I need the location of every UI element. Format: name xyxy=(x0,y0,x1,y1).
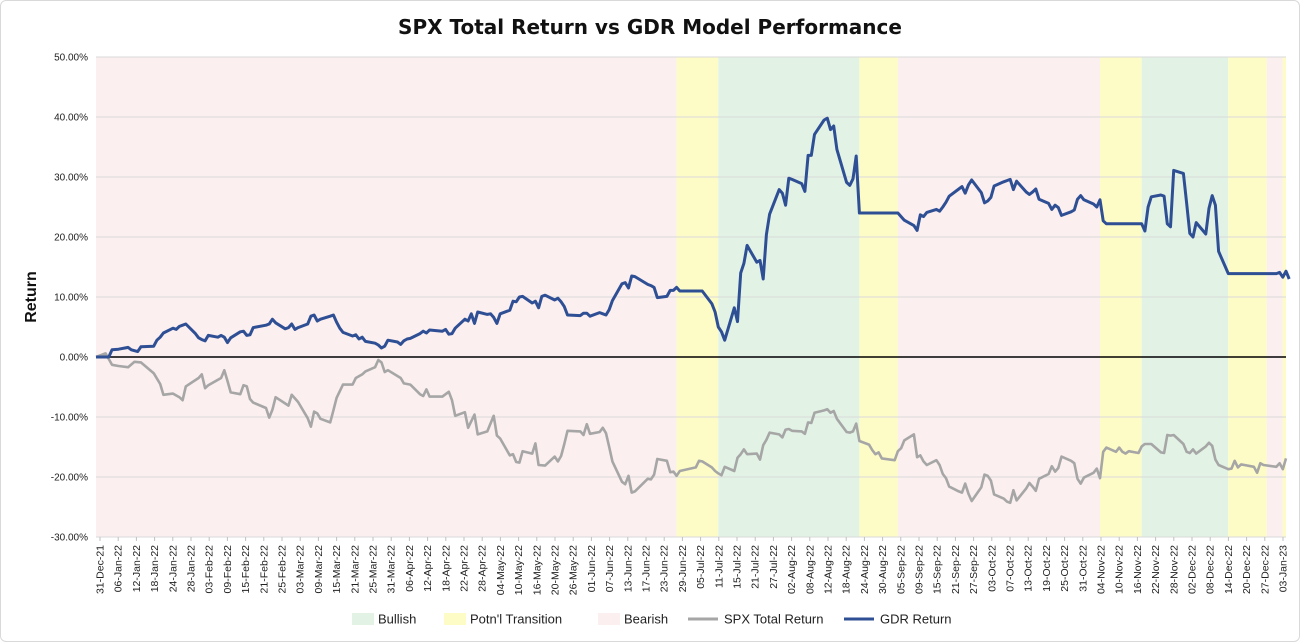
y-tick-label: 30.00% xyxy=(54,173,88,184)
legend-bearish-label: Bearish xyxy=(624,612,668,627)
x-tick-label: 02-Dec-22 xyxy=(1187,545,1199,594)
chart-title: SPX Total Return vs GDR Model Performanc… xyxy=(398,15,902,39)
y-axis: -30.00% -20.00% -10.00% 0.00% 10.00% 20.00% 30… xyxy=(51,53,88,544)
legend-spx-label: SPX Total Return xyxy=(724,612,823,627)
x-tick-label: 11-Jul-22 xyxy=(713,545,725,588)
x-tick-label: 19-Oct-22 xyxy=(1041,545,1053,592)
x-tick-label: 31-Dec-21 xyxy=(95,545,107,594)
legend-bullish-label: Bullish xyxy=(378,612,416,627)
x-tick-label: 18-Aug-22 xyxy=(841,545,853,594)
x-tick-label: 23-Jun-22 xyxy=(659,545,671,592)
x-tick-label: 05-Sep-22 xyxy=(895,545,907,594)
x-tick-label: 16-May-22 xyxy=(531,545,543,595)
x-tick-label: 28-Nov-22 xyxy=(1168,545,1180,594)
legend-transition-swatch xyxy=(444,613,466,625)
x-tick-label: 27-Dec-22 xyxy=(1259,545,1271,594)
x-tick-label: 25-Feb-22 xyxy=(277,545,289,594)
y-tick-label: 0.00% xyxy=(60,353,88,364)
x-tick-label: 03-Mar-22 xyxy=(295,545,307,594)
x-tick-label: 07-Jun-22 xyxy=(604,545,616,592)
x-tick-label: 27-Jul-22 xyxy=(768,545,780,589)
x-tick-label: 18-Apr-22 xyxy=(440,545,452,592)
x-tick-label: 12-Aug-22 xyxy=(823,545,835,594)
x-tick-label: 09-Feb-22 xyxy=(222,545,234,594)
x-tick-label: 20-May-22 xyxy=(550,545,562,595)
x-tick-label: 06-Apr-22 xyxy=(404,545,416,592)
x-tick-label: 15-Jul-22 xyxy=(732,545,744,589)
y-tick-label: 10.00% xyxy=(54,293,88,304)
x-tick-label: 29-Jun-22 xyxy=(677,545,689,592)
x-tick-label: 14-Dec-22 xyxy=(1223,545,1235,594)
x-tick-label: 27-Sep-22 xyxy=(968,545,980,594)
x-tick-label: 01-Jun-22 xyxy=(586,545,598,592)
x-tick-label: 08-Aug-22 xyxy=(804,545,816,594)
x-tick-label: 05-Jul-22 xyxy=(695,545,707,589)
legend-transition-label: Potn'l Transition xyxy=(470,612,562,627)
x-tick-label: 03-Oct-22 xyxy=(986,545,998,592)
x-tick-label: 07-Oct-22 xyxy=(1005,545,1017,592)
x-tick-label: 09-Mar-22 xyxy=(313,545,325,594)
x-tick-label: 13-Oct-22 xyxy=(1023,545,1035,592)
x-tick-label: 06-Jan-22 xyxy=(113,545,125,592)
x-tick-label: 21-Jul-22 xyxy=(750,545,762,589)
series-lines xyxy=(95,116,1291,505)
x-tick-label: 18-Jan-22 xyxy=(149,545,161,592)
y-tick-label: 20.00% xyxy=(54,233,88,244)
x-tick-label: 02-Aug-22 xyxy=(786,545,798,594)
x-tick-label: 15-Sep-22 xyxy=(932,545,944,594)
x-tick-label: 25-Oct-22 xyxy=(1059,545,1071,592)
x-tick-label: 13-Jun-22 xyxy=(622,545,634,592)
x-tick-label: 04-Nov-22 xyxy=(1096,545,1108,594)
y-tick-label: -10.00% xyxy=(51,413,88,424)
x-tick-label: 12-Jan-22 xyxy=(131,545,143,592)
x-tick-label: 20-Dec-22 xyxy=(1241,545,1253,594)
legend: Bullish Potn'l Transition Bearish SPX Total… xyxy=(352,612,952,627)
y-axis-label: Return xyxy=(23,271,40,323)
x-tick-label: 21-Mar-22 xyxy=(349,545,361,594)
x-tick-label: 10-Nov-22 xyxy=(1114,545,1126,594)
x-tick-label: 17-Jun-22 xyxy=(641,545,653,592)
legend-bullish-swatch xyxy=(352,613,374,625)
x-tick-label: 22-Nov-22 xyxy=(1150,545,1162,594)
x-tick-label: 26-May-22 xyxy=(568,545,580,595)
y-tick-label: -20.00% xyxy=(51,473,88,484)
x-tick-label: 15-Mar-22 xyxy=(331,545,343,594)
x-tick-label: 25-Mar-22 xyxy=(368,545,380,594)
legend-gdr-label: GDR Return xyxy=(880,612,952,627)
x-tick-label: 09-Sep-22 xyxy=(914,545,926,594)
x-tick-label: 28-Apr-22 xyxy=(477,545,489,592)
x-tick-label: 08-Dec-22 xyxy=(1205,545,1217,594)
x-tick-label: 04-May-22 xyxy=(495,545,507,595)
x-tick-label: 30-Aug-22 xyxy=(877,545,889,594)
x-tick-label: 31-Mar-22 xyxy=(386,545,398,594)
x-tick-label: 31-Oct-22 xyxy=(1077,545,1089,592)
gdr-return-line xyxy=(96,116,1291,359)
x-tick-label: 03-Jan-23 xyxy=(1278,545,1290,592)
x-axis: 31-Dec-21 06-Jan-22 12-Jan-22 18-Jan-22 24-J… xyxy=(95,537,1290,595)
x-tick-label: 28-Jan-22 xyxy=(186,545,198,592)
x-tick-label: 16-Nov-22 xyxy=(1132,545,1144,594)
x-tick-label: 24-Jan-22 xyxy=(167,545,179,592)
x-tick-label: 22-Apr-22 xyxy=(459,545,471,592)
spx-total-return-line xyxy=(95,352,1288,505)
x-tick-label: 15-Feb-22 xyxy=(240,545,252,594)
y-tick-label: 50.00% xyxy=(54,53,88,64)
y-tick-label: 40.00% xyxy=(54,113,88,124)
x-tick-label: 21-Sep-22 xyxy=(950,545,962,594)
y-tick-label: -30.00% xyxy=(51,533,88,544)
legend-bearish-swatch xyxy=(598,613,620,625)
x-tick-label: 21-Feb-22 xyxy=(258,545,270,594)
x-tick-label: 03-Feb-22 xyxy=(204,545,216,594)
x-tick-label: 10-May-22 xyxy=(513,545,525,595)
x-tick-label: 12-Apr-22 xyxy=(422,545,434,592)
x-tick-label: 24-Aug-22 xyxy=(859,545,871,594)
